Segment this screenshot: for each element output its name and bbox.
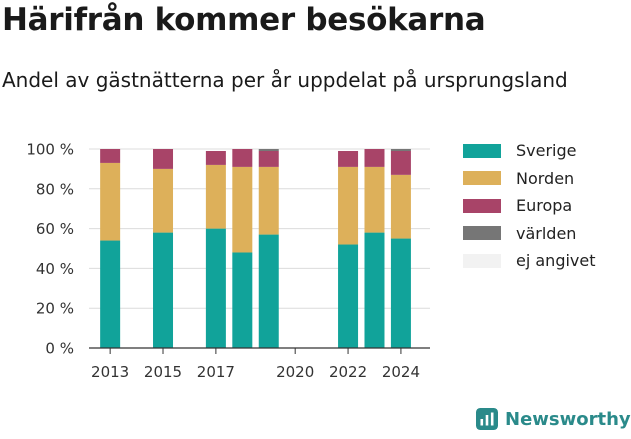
x-tick-label: 2020 bbox=[276, 363, 314, 381]
bar-segment bbox=[100, 149, 121, 163]
bar-segment bbox=[258, 149, 279, 151]
bar-segment bbox=[153, 149, 174, 169]
bar-segment bbox=[205, 228, 226, 348]
legend-swatch bbox=[463, 226, 501, 241]
x-tick-label: 2024 bbox=[382, 363, 420, 381]
brand-logo: Newsworthy bbox=[476, 408, 631, 430]
legend-item-sverige[interactable]: Sverige bbox=[463, 137, 596, 165]
bar-segment bbox=[338, 244, 359, 348]
legend-label: Europa bbox=[516, 196, 573, 216]
legend-item-ej-angivet[interactable]: ej angivet bbox=[463, 247, 596, 275]
bar-segment bbox=[205, 164, 226, 229]
bar-segment bbox=[153, 232, 174, 348]
chart-title: Härifrån kommer besökarna bbox=[2, 2, 486, 38]
legend-item-varlden[interactable]: världen bbox=[463, 220, 596, 248]
bar-segment bbox=[338, 150, 359, 167]
brand-name: Newsworthy bbox=[505, 408, 631, 430]
bar-segment bbox=[258, 234, 279, 348]
bar-segment bbox=[100, 162, 121, 241]
newsworthy-logo-icon bbox=[476, 408, 498, 430]
bar-segment bbox=[232, 166, 253, 253]
chart-subtitle: Andel av gästnätterna per år uppdelat på… bbox=[2, 68, 568, 92]
legend: Sverige Norden Europa världen ej angivet bbox=[463, 137, 596, 275]
bar-segment bbox=[258, 166, 279, 235]
bar-segment bbox=[153, 168, 174, 233]
legend-item-norden[interactable]: Norden bbox=[463, 165, 596, 193]
bar-segment bbox=[390, 149, 411, 151]
x-tick-label: 2015 bbox=[144, 363, 182, 381]
legend-label: Sverige bbox=[516, 141, 577, 161]
bar-segment bbox=[205, 150, 226, 165]
y-tick-label: 40 % bbox=[36, 260, 74, 278]
y-tick-label: 80 % bbox=[36, 180, 74, 198]
bar-segment bbox=[390, 150, 411, 175]
bar-segment bbox=[390, 174, 411, 239]
legend-swatch bbox=[463, 198, 501, 213]
bar-segment bbox=[364, 149, 385, 167]
bar-segment bbox=[100, 240, 121, 348]
legend-item-europa[interactable]: Europa bbox=[463, 192, 596, 220]
bar-segment bbox=[258, 150, 279, 167]
bar-segment bbox=[364, 232, 385, 348]
y-tick-label: 100 % bbox=[26, 141, 74, 159]
legend-label: Norden bbox=[516, 168, 575, 188]
y-tick-label: 0 % bbox=[45, 340, 74, 358]
bar-segment bbox=[232, 252, 253, 348]
x-tick-label: 2013 bbox=[91, 363, 129, 381]
legend-swatch bbox=[463, 143, 501, 158]
legend-label: världen bbox=[516, 223, 577, 243]
x-tick-label: 2022 bbox=[329, 363, 367, 381]
bar-segment bbox=[364, 166, 385, 233]
bar-segment bbox=[338, 166, 359, 245]
x-tick-label: 2017 bbox=[197, 363, 235, 381]
legend-label: ej angivet bbox=[516, 251, 596, 271]
legend-swatch bbox=[463, 171, 501, 186]
bar-segment bbox=[390, 238, 411, 348]
legend-swatch bbox=[463, 253, 501, 268]
y-tick-label: 20 % bbox=[36, 300, 74, 318]
bar-segment bbox=[232, 149, 253, 167]
y-tick-label: 60 % bbox=[36, 220, 74, 238]
